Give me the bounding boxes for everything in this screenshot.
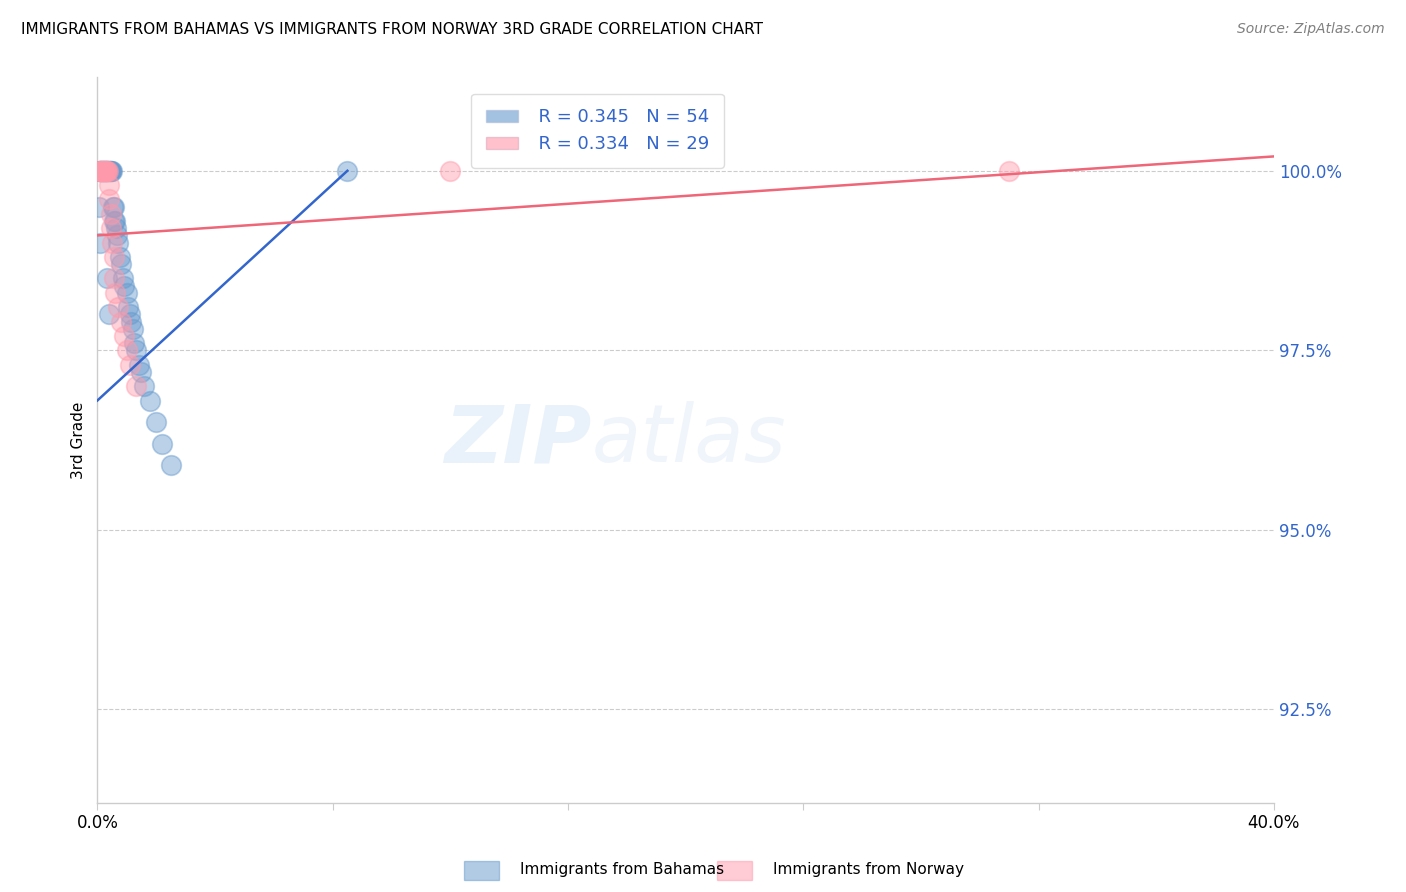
Point	[90, 163, 112, 178]
Point	[103, 250, 125, 264]
Point	[107, 235, 129, 250]
Point	[439, 163, 461, 178]
Point	[122, 336, 145, 351]
Text: IMMIGRANTS FROM BAHAMAS VS IMMIGRANTS FROM NORWAY 3RD GRADE CORRELATION CHART: IMMIGRANTS FROM BAHAMAS VS IMMIGRANTS FR…	[21, 22, 763, 37]
Point	[96, 163, 118, 178]
Point	[96, 163, 118, 178]
Point	[93, 163, 115, 178]
Point	[89, 163, 111, 178]
Point	[112, 278, 135, 293]
Point	[101, 200, 124, 214]
Point	[131, 365, 153, 379]
Legend:   R = 0.345   N = 54,   R = 0.334   N = 29: R = 0.345 N = 54, R = 0.334 N = 29	[471, 94, 724, 168]
Point	[93, 163, 115, 178]
Point	[118, 358, 141, 372]
Point	[117, 300, 139, 314]
Point	[112, 329, 135, 343]
Point	[115, 285, 138, 300]
Text: ZIP: ZIP	[444, 401, 592, 479]
Point	[97, 163, 120, 178]
Point	[96, 163, 118, 178]
Point	[103, 214, 125, 228]
Point	[96, 163, 118, 178]
Point	[94, 163, 117, 178]
Point	[100, 207, 122, 221]
Point	[91, 163, 114, 178]
Y-axis label: 3rd Grade: 3rd Grade	[72, 401, 86, 479]
Text: Immigrants from Bahamas: Immigrants from Bahamas	[520, 863, 724, 877]
Point	[110, 314, 132, 328]
Text: Source: ZipAtlas.com: Source: ZipAtlas.com	[1237, 22, 1385, 37]
Point	[103, 271, 125, 285]
Point	[98, 163, 121, 178]
Point	[134, 379, 156, 393]
Point	[94, 163, 117, 178]
Point	[91, 163, 114, 178]
Point	[91, 163, 114, 178]
Point	[89, 163, 111, 178]
Point	[93, 163, 115, 178]
Point	[98, 193, 121, 207]
Point	[87, 163, 110, 178]
Point	[97, 163, 120, 178]
Point	[101, 163, 124, 178]
Point	[97, 178, 120, 193]
Point	[124, 379, 146, 393]
Point	[96, 163, 118, 178]
Point	[100, 163, 122, 178]
Point	[336, 163, 359, 178]
Point	[97, 307, 120, 321]
Point	[90, 163, 112, 178]
Point	[91, 163, 114, 178]
Point	[107, 300, 129, 314]
Text: atlas: atlas	[592, 401, 786, 479]
Point	[100, 163, 122, 178]
Point	[94, 163, 117, 178]
Point	[112, 271, 135, 285]
Point	[118, 307, 141, 321]
Point	[87, 200, 110, 214]
Point	[104, 285, 127, 300]
Point	[96, 271, 118, 285]
Point	[89, 163, 111, 178]
Point	[103, 200, 125, 214]
Point	[91, 163, 114, 178]
Point	[90, 163, 112, 178]
Point	[139, 393, 162, 408]
Point	[89, 235, 111, 250]
Point	[90, 163, 112, 178]
Point	[145, 415, 167, 429]
Point	[90, 163, 112, 178]
Point	[87, 163, 110, 178]
Point	[93, 163, 115, 178]
Point	[120, 314, 142, 328]
Point	[98, 163, 121, 178]
Point	[150, 436, 173, 450]
Point	[93, 163, 115, 178]
Point	[124, 343, 146, 358]
Point	[100, 221, 122, 235]
Point	[128, 358, 150, 372]
Point	[115, 343, 138, 358]
Point	[105, 221, 128, 235]
Point	[101, 235, 124, 250]
Point	[104, 214, 127, 228]
Text: Immigrants from Norway: Immigrants from Norway	[773, 863, 965, 877]
Point	[160, 458, 183, 472]
Point	[105, 228, 128, 243]
Point	[998, 163, 1021, 178]
Point	[110, 250, 132, 264]
Point	[110, 257, 132, 271]
Point	[121, 322, 143, 336]
Point	[97, 163, 120, 178]
Point	[89, 163, 111, 178]
